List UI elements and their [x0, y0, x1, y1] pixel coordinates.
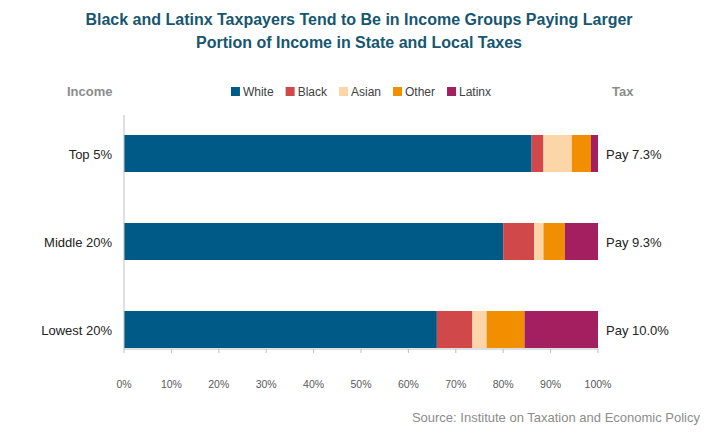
title: Black and Latinx Taxpayers Tend to Be in… [59, 8, 659, 54]
x-tick-label: 50% [350, 378, 371, 390]
bars [124, 135, 598, 348]
bar-segment [124, 311, 437, 348]
bar-segment [543, 223, 564, 260]
y-axis-line [124, 115, 125, 349]
tax-label: Pay 7.3% [606, 147, 662, 162]
legend-swatch [286, 87, 295, 96]
legend-label: Latinx [459, 85, 491, 99]
x-tick-label: 70% [445, 378, 466, 390]
x-tick-label: 40% [303, 378, 324, 390]
x-tick [455, 349, 456, 353]
legend-swatch [231, 87, 240, 96]
right-header: Tax [612, 84, 634, 99]
x-tick [171, 349, 172, 353]
bar-segment [124, 135, 532, 172]
legend-label: Black [298, 85, 328, 99]
bar-segment [532, 135, 544, 172]
bar-segment [591, 135, 598, 172]
bar-segment [525, 311, 598, 348]
legend-swatch [339, 87, 348, 96]
legend-label: Asian [351, 85, 381, 99]
x-tick [218, 349, 219, 353]
x-tick-label: 30% [256, 378, 277, 390]
chart: Top 5% Pay 7.3% Middle 20% Pay 9.3% Lowest 2… [0, 0, 718, 441]
bar-segment [472, 311, 486, 348]
x-tick-label: 60% [398, 378, 419, 390]
tax-label: Pay 9.3% [606, 235, 662, 250]
legend-swatch [393, 87, 402, 96]
category-label: Middle 20% [44, 235, 112, 250]
x-tick [313, 349, 314, 353]
x-tick [266, 349, 267, 353]
x-tick [124, 349, 125, 353]
x-tick [408, 349, 409, 353]
x-tick-label: 0% [116, 378, 131, 390]
x-tick [361, 349, 362, 353]
x-tick [503, 349, 504, 353]
x-tick [550, 349, 551, 353]
x-tick-label: 100% [585, 378, 612, 390]
bar-segment [503, 223, 534, 260]
bar-segment [437, 311, 473, 348]
bar-segment [534, 223, 543, 260]
x-tick-label: 90% [540, 378, 561, 390]
source: Source: Institute on Taxation and Econom… [412, 410, 701, 425]
legend: White Black Asian Other Latinx [231, 85, 491, 99]
legend-swatch [447, 87, 456, 96]
category-label: Top 5% [69, 147, 113, 162]
x-tick [598, 349, 599, 353]
x-tick-label: 10% [161, 378, 182, 390]
bar-segment [572, 135, 591, 172]
legend-label: Other [405, 85, 435, 99]
legend-label: White [243, 85, 274, 99]
bar-segment [124, 223, 503, 260]
tax-label: Pay 10.0% [606, 323, 669, 338]
bar-segment [487, 311, 525, 348]
x-tick-label: 80% [493, 378, 514, 390]
bar-segment [565, 223, 598, 260]
bar-segment [543, 135, 571, 172]
y-header: Income [67, 84, 113, 99]
x-tick-label: 20% [208, 378, 229, 390]
category-label: Lowest 20% [41, 323, 112, 338]
